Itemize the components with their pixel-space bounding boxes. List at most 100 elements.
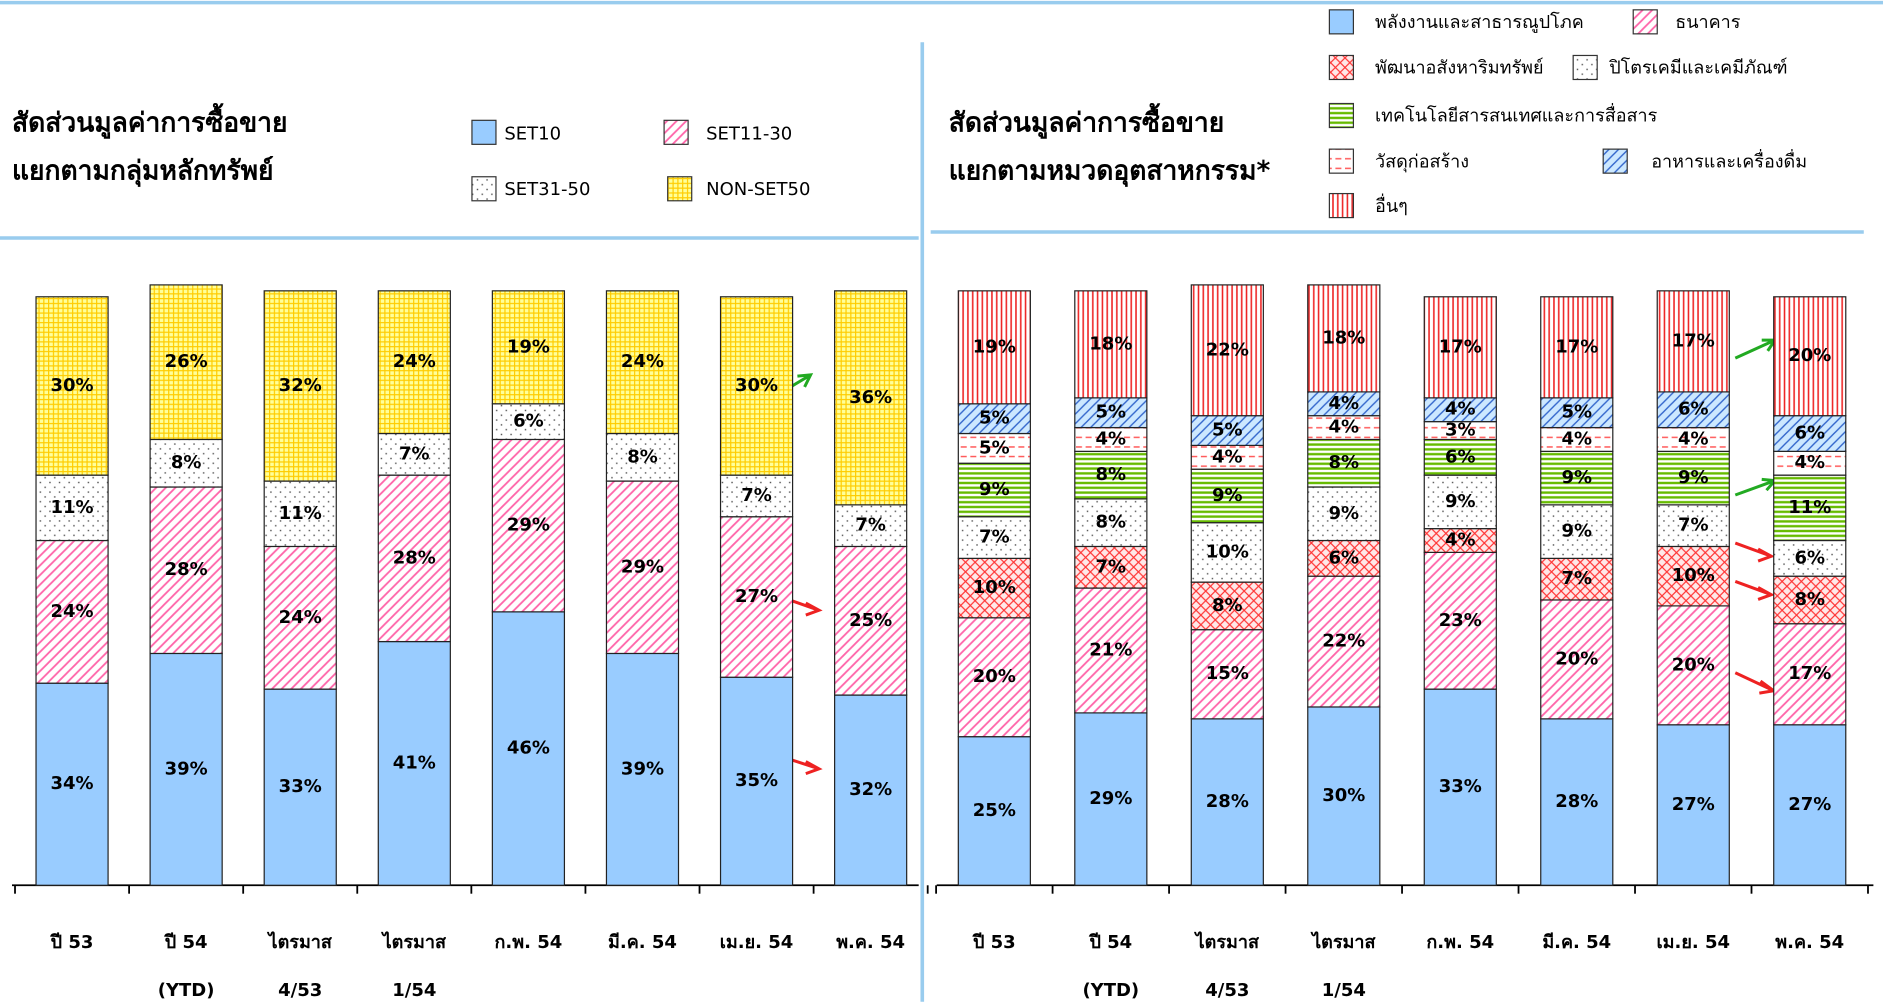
legend-swatch (1328, 148, 1355, 174)
value-label: 4% (1561, 428, 1592, 449)
value-label: 17% (1788, 663, 1831, 684)
bar-segment (1307, 539, 1381, 577)
bar-segment (149, 652, 223, 886)
legend-label: ธนาคาร (1675, 12, 1741, 33)
value-label: 8% (1096, 464, 1127, 485)
bar-segment (605, 290, 680, 435)
value-label: 4% (1445, 399, 1476, 420)
value-label: 10% (1206, 541, 1249, 562)
bar-segment (1074, 498, 1148, 548)
value-label: 46% (507, 738, 550, 759)
value-label: 11% (1788, 497, 1831, 518)
legend-label: วัสดุก่อสร้าง (1375, 151, 1469, 172)
x-tick-label: 1/54 (1322, 980, 1366, 1001)
bar-segment (1773, 724, 1847, 886)
bar-segment (35, 682, 109, 886)
value-label: 8% (1096, 512, 1127, 533)
x-tick-label: ไตรมาส (267, 931, 333, 953)
bar-segment (1074, 290, 1148, 399)
value-label: 8% (1329, 452, 1360, 473)
x-tick-label: 1/54 (392, 980, 436, 1001)
value-label: 11% (51, 497, 94, 518)
x-tick-label: ก.พ. 54 (495, 932, 563, 953)
bar-segment (957, 290, 1031, 405)
value-label: 10% (973, 577, 1016, 598)
bar-segment (605, 480, 680, 655)
legend-swatch (663, 119, 689, 145)
bar-segment (1656, 504, 1730, 548)
value-label: 7% (1678, 515, 1709, 536)
bar-segment (834, 694, 908, 886)
value-label: 7% (1096, 556, 1127, 577)
bar-segment (719, 474, 794, 518)
legend-swatch (471, 176, 497, 202)
legend-swatch (1602, 148, 1628, 174)
legend-swatch (1328, 9, 1355, 35)
value-label: 36% (849, 387, 892, 408)
value-label: 6% (1445, 446, 1476, 467)
x-tick-label: ปี 53 (49, 932, 93, 953)
bar-segment (957, 462, 1031, 518)
bar-segment (149, 284, 223, 441)
bar-segment (1074, 587, 1148, 714)
x-tick-label: (YTD) (158, 980, 215, 1001)
value-label: 18% (1089, 333, 1132, 354)
legend-swatch (1632, 9, 1658, 35)
bar-segment (1423, 438, 1497, 476)
legend-label: พลังงานและสาธารณูปโภค (1375, 11, 1584, 33)
bar-segment (377, 290, 451, 435)
bar-segment (1307, 486, 1381, 542)
bar-segment (605, 652, 680, 886)
bar-segment (1074, 450, 1148, 500)
bar-segment (1656, 545, 1730, 607)
bar-segment (957, 617, 1031, 738)
bar-segment (1773, 296, 1847, 417)
legend-label: NON-SET50 (706, 179, 810, 200)
legend-swatch (1572, 54, 1598, 81)
value-label: 20% (973, 666, 1016, 687)
value-label: 28% (393, 547, 436, 568)
bar-segment (377, 474, 451, 643)
legend-label: ปิโตรเคมีและเคมีภัณฑ์ (1609, 57, 1788, 79)
bar-segment (1540, 450, 1614, 506)
x-tick-label: 4/53 (1205, 980, 1249, 1001)
value-label: 9% (1212, 485, 1243, 506)
value-label: 17% (1672, 330, 1715, 351)
value-label: 4% (1678, 428, 1709, 449)
value-label: 39% (165, 758, 208, 779)
value-label: 11% (279, 503, 322, 524)
x-tick-label: เม.ย. 54 (720, 932, 794, 953)
value-label: 6% (1794, 423, 1825, 444)
value-label: 7% (399, 443, 430, 464)
x-tick-label: (YTD) (1082, 980, 1139, 1001)
value-label: 24% (621, 351, 664, 372)
legend-label: พัฒนาอสังหาริมทรัพย์ (1375, 58, 1544, 79)
bar-segment (1540, 718, 1614, 886)
bar-segment (1190, 284, 1264, 417)
bar-segment (149, 438, 223, 488)
value-label: 9% (979, 479, 1010, 500)
value-label: 24% (51, 601, 94, 622)
value-label: 7% (855, 515, 886, 536)
value-label: 19% (973, 336, 1016, 357)
x-tick-label: ก.พ. 54 (1426, 932, 1494, 953)
bar-segment (1423, 688, 1497, 886)
legend-label: เทคโนโลยีสารสนเทศและการสื่อสาร (1375, 103, 1658, 127)
value-label: 9% (1678, 467, 1709, 488)
arrows (767, 338, 1778, 776)
value-label: 5% (979, 408, 1010, 429)
value-label: 4% (1212, 446, 1243, 467)
x-tick-label: พ.ค. 54 (836, 932, 905, 953)
bar-segment (491, 290, 566, 405)
bar-segment (719, 296, 794, 476)
value-label: 22% (1322, 631, 1365, 652)
value-label: 5% (1096, 402, 1127, 423)
value-label: 6% (1329, 547, 1360, 568)
bar-segment (719, 676, 794, 886)
value-label: 9% (1561, 467, 1592, 488)
bar-segment (1656, 605, 1730, 726)
bar-segment (1773, 623, 1847, 726)
legend-label: SET11-30 (706, 124, 792, 145)
bar-segment (719, 516, 794, 678)
